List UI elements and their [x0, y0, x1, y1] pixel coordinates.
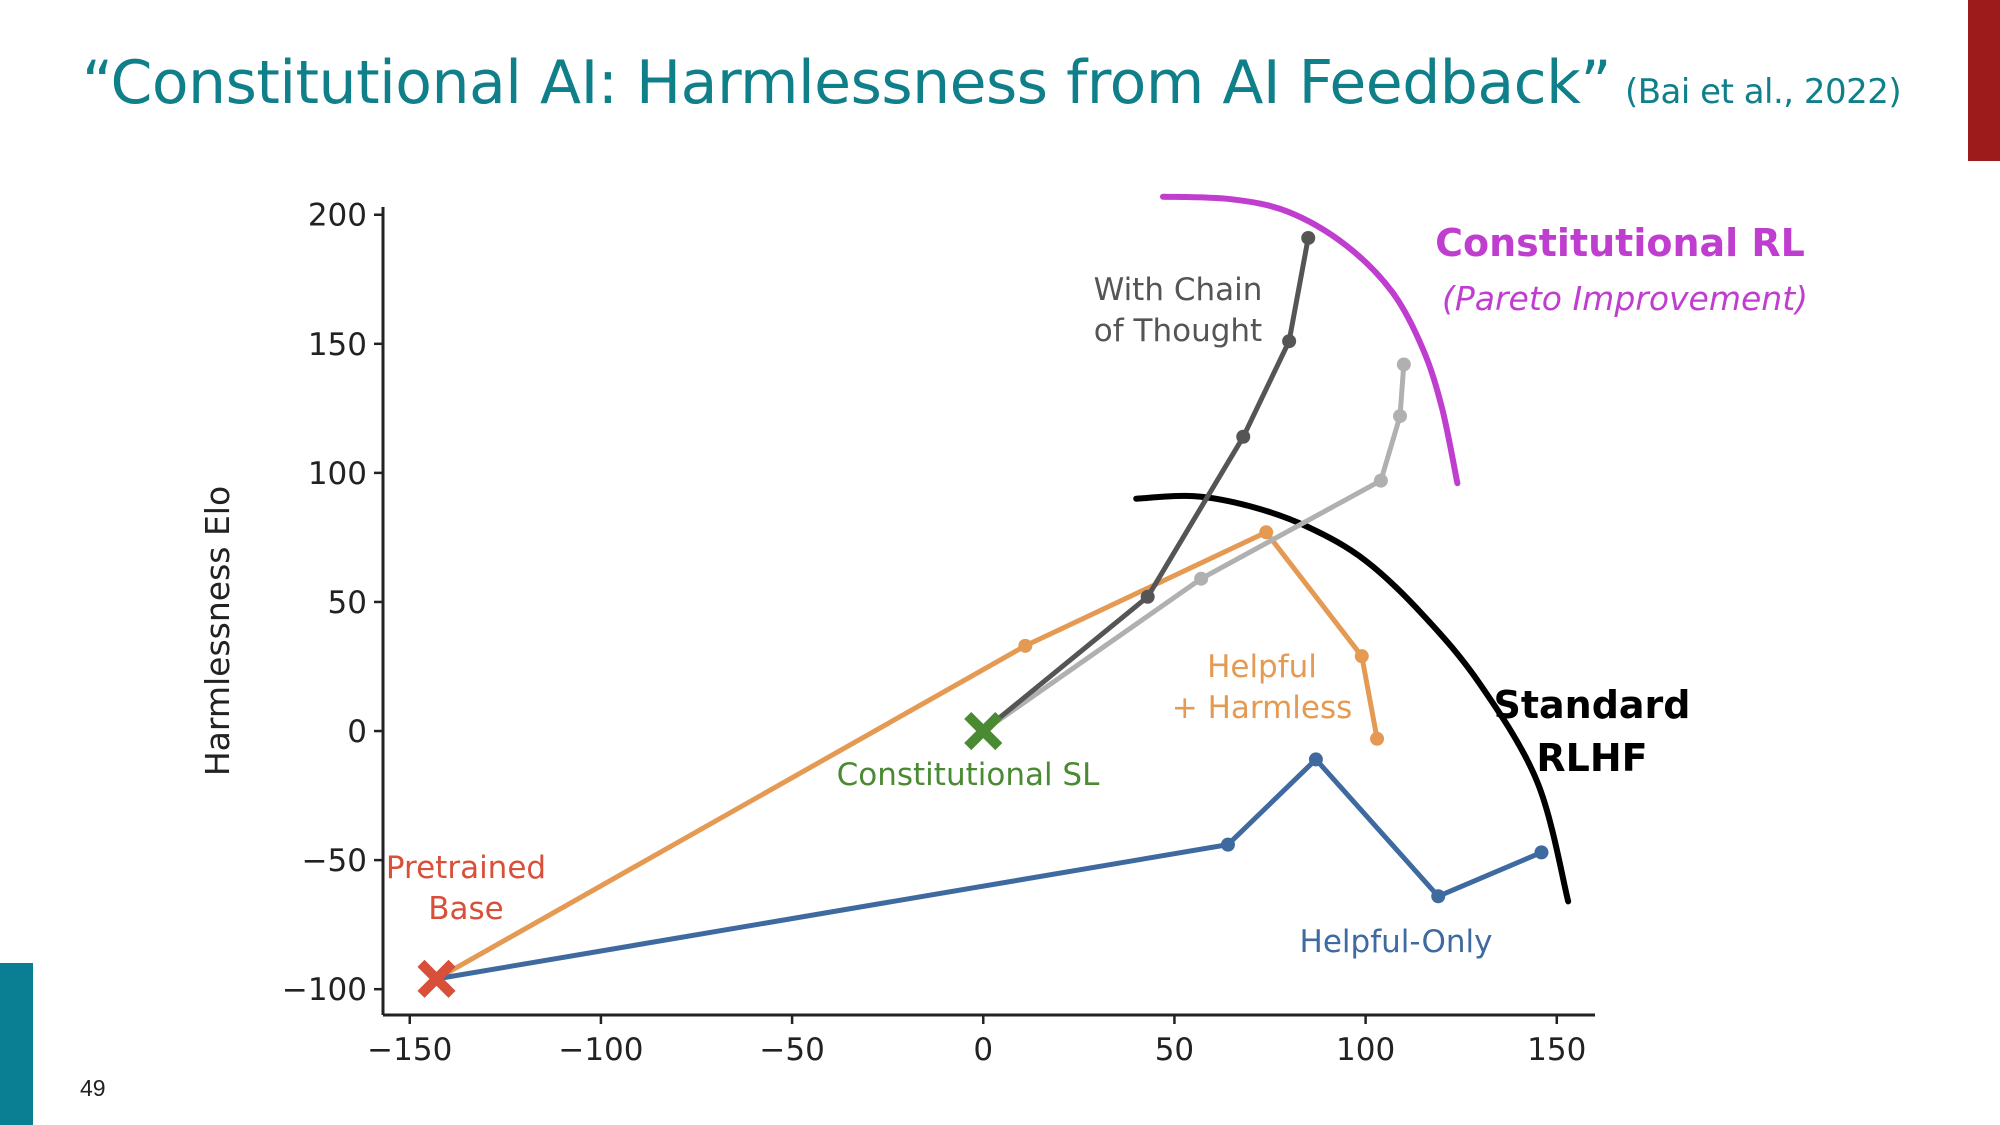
y-tick-label: 0 — [347, 714, 367, 750]
label-pretrained-base: Base — [428, 891, 504, 927]
series-line-helpful-harmless — [435, 529, 1380, 982]
y-axis-title: Harmlessness Elo — [198, 486, 237, 776]
data-point-helpful-only — [1220, 837, 1235, 852]
label-pretrained-base: Pretrained — [386, 850, 546, 886]
x-tick-label: 150 — [1527, 1032, 1586, 1068]
y-tick-label: 200 — [308, 198, 367, 234]
y-tick-label: 100 — [308, 456, 367, 492]
data-point-helpful-only — [1534, 845, 1549, 860]
x-tick-label: 50 — [1155, 1032, 1194, 1068]
data-point-helpful-harmless — [1370, 731, 1385, 746]
data-point-helpful-only — [1431, 889, 1446, 904]
label-constitutional-sl: Constitutional SL — [837, 757, 1101, 793]
y-tick-label: −100 — [282, 972, 367, 1008]
label-with-chain-of-thought: With Chain — [1094, 272, 1263, 308]
data-point-helpful-harmless — [1018, 638, 1033, 653]
data-point-helpful-harmless — [1259, 525, 1274, 540]
frontier-curve-standard-rlhf — [1133, 492, 1572, 905]
data-point-constitutional-rl — [1373, 473, 1388, 488]
series-line-constitutional-rl — [981, 364, 1407, 734]
title-text: “Constitutional AI: Harmlessness from AI… — [82, 48, 1611, 118]
accent-bar-top-right — [1968, 0, 2000, 161]
data-point-helpful-harmless — [1354, 649, 1369, 664]
frontier-curve-constitutional-rl-pareto-improvement — [1160, 193, 1461, 487]
data-point-constitutional-rl — [1194, 571, 1209, 586]
data-point-with-chain-of-thought — [1282, 334, 1297, 349]
x-tick-label: 0 — [973, 1032, 993, 1068]
data-point-with-chain-of-thought — [1301, 230, 1316, 245]
data-point-with-chain-of-thought — [1140, 589, 1155, 604]
data-point-constitutional-rl — [1393, 409, 1408, 424]
slide-title: “Constitutional AI: Harmlessness from AI… — [82, 48, 1902, 118]
label-constitutional-rl: Constitutional RL — [1435, 221, 1805, 265]
x-tick-label: −150 — [367, 1032, 452, 1068]
x-tick-label: −100 — [558, 1032, 643, 1068]
y-tick-label: 50 — [328, 585, 367, 621]
y-tick-label: −50 — [302, 843, 367, 879]
label-pareto-improvement: (Pareto Improvement) — [1442, 279, 1808, 318]
marker-pretrained-base — [417, 959, 456, 998]
label-helpful-harmless: Helpful — [1207, 649, 1317, 685]
label-helpful-harmless: + Harmless — [1172, 690, 1353, 726]
label-helpful-only: Helpful-Only — [1300, 924, 1493, 960]
marker-constitutional-sl — [964, 711, 1003, 751]
data-point-constitutional-rl — [1396, 357, 1411, 372]
citation: (Bai et al., 2022) — [1624, 72, 1902, 112]
accent-bar-bottom-left — [0, 963, 33, 1125]
data-point-helpful-only — [1308, 752, 1323, 767]
data-point-with-chain-of-thought — [1236, 429, 1251, 444]
y-tick-label: 150 — [308, 327, 367, 363]
label-with-chain-of-thought: of Thought — [1094, 313, 1262, 349]
x-tick-label: 100 — [1336, 1032, 1395, 1068]
label-standard-rlhf: Standard — [1493, 683, 1690, 727]
x-tick-label: −50 — [759, 1032, 824, 1068]
label-standard-rlhf: RLHF — [1536, 736, 1647, 780]
page-number: 49 — [80, 1075, 106, 1101]
